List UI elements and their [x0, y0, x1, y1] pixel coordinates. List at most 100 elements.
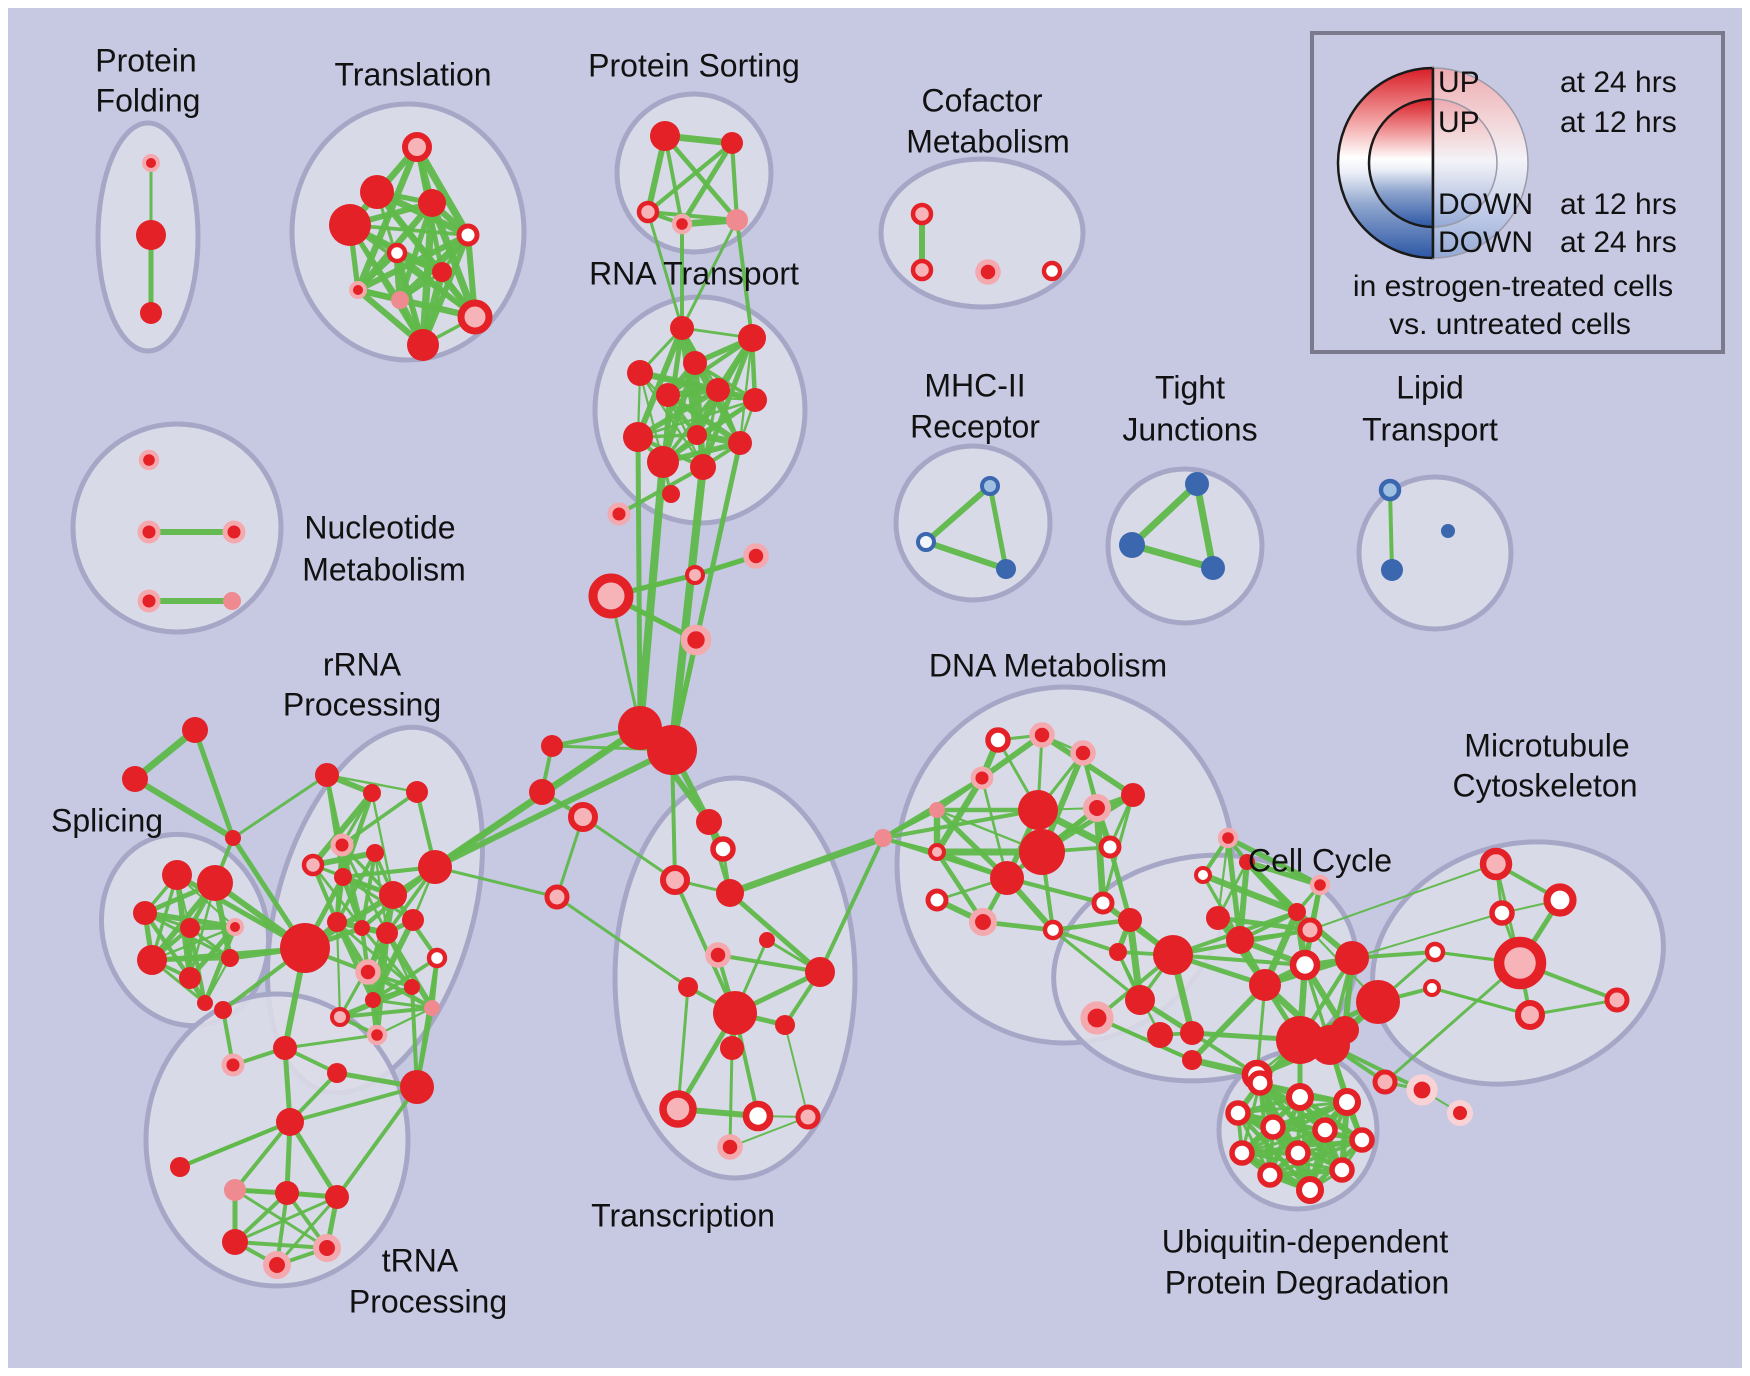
edge-rna-transport: [700, 335, 755, 470]
edge-mhc-ii-receptor: [923, 539, 1009, 572]
gene-node-rrna-processing: [355, 959, 381, 985]
legend-inner-circle-right: [1432, 98, 1498, 228]
gene-node-transcription: [710, 836, 736, 862]
gene-node-ubiquitin-degradation: [1295, 1175, 1325, 1205]
gene-node-lipid-transport: [1441, 524, 1455, 538]
edge-connector: [283, 1033, 379, 1050]
gene-node-tight-junctions: [1201, 556, 1225, 580]
gene-node-dna-metabolism: [1147, 1022, 1173, 1048]
gene-node-trna-processing: [325, 1185, 349, 1209]
gene-node-cell-cycle: [1217, 827, 1239, 849]
edge-transcription: [729, 1116, 809, 1148]
gene-node-trna-processing: [224, 1179, 246, 1201]
gene-node-rna-transport: [687, 425, 707, 445]
gene-node-translation: [349, 281, 367, 299]
gene-node-mhc-ii-receptor: [980, 476, 1000, 496]
gene-node-rrna-processing: [404, 979, 420, 995]
edge-protein-sorting: [662, 133, 740, 223]
gene-node-central-hub: [743, 543, 769, 569]
cluster-label-lipid-transport: Transport: [1362, 411, 1498, 447]
gene-node-cell-cycle: [1310, 1025, 1350, 1065]
edge-trna-processing: [287, 1119, 340, 1200]
gene-node-dna-metabolism: [1118, 908, 1142, 932]
gene-node-transcription: [775, 1015, 795, 1035]
edge-splicing: [187, 924, 238, 981]
gene-node-splicing: [221, 949, 239, 967]
gene-node-nucleotide-metabolism: [138, 449, 160, 471]
edge-connector: [1171, 953, 1307, 967]
gene-node-rna-transport: [627, 360, 653, 386]
gene-node-splicing: [197, 995, 213, 1011]
gene-node-transcription: [805, 957, 835, 987]
legend-footnote-line2: vs. untreated cells: [1389, 308, 1631, 341]
gene-node-trna-processing: [221, 1053, 245, 1077]
gene-node-cell-cycle: [1194, 866, 1212, 884]
edge-connector: [818, 836, 885, 974]
edge-tight-junctions: [1128, 541, 1217, 572]
gene-node-dna-metabolism: [1125, 985, 1155, 1015]
gene-node-trna-processing: [262, 1250, 292, 1280]
gene-node-rrna-processing: [379, 881, 407, 909]
edge-connector: [178, 1120, 292, 1169]
gene-node-transcription: [759, 932, 775, 948]
gene-node-dna-metabolism: [1180, 1021, 1204, 1045]
gene-node-transcription: [659, 1090, 697, 1128]
gene-node-splicing: [162, 860, 192, 890]
edge-dna-metabolism: [1051, 928, 1142, 1002]
edge-cell-cycle: [1199, 871, 1301, 916]
gene-node-ubiquitin-degradation: [1332, 1087, 1362, 1117]
edge-transcription: [727, 890, 823, 975]
gene-node-rna-transport: [728, 431, 752, 455]
edge-rna-transport: [635, 325, 685, 440]
gene-node-rna-transport: [670, 316, 694, 340]
gene-node-rrna-processing: [402, 909, 424, 931]
cluster-label-tight-junctions: Tight: [1155, 369, 1225, 405]
gene-node-trna-processing: [170, 1157, 190, 1177]
gene-node-dna-metabolism: [874, 829, 892, 847]
edge-lipid-transport: [1388, 488, 1394, 572]
legend-inner-circle-left: [1367, 97, 1435, 229]
edge-microtubule-cytoskeleton: [1383, 961, 1522, 1084]
cluster-label-cofactor-metabolism: Metabolism: [906, 123, 1070, 159]
gene-node-dna-metabolism: [1042, 919, 1064, 941]
cluster-label-dna-metabolism: DNA Metabolism: [929, 647, 1167, 683]
gene-node-rrna-processing: [365, 992, 381, 1008]
gene-node-rrna-processing: [315, 763, 339, 787]
legend-time-label: at 12 hrs: [1560, 106, 1677, 139]
gene-node-tight-junctions: [1185, 472, 1209, 496]
gene-node-translation: [360, 175, 394, 209]
edge-connector: [646, 210, 684, 330]
edge-connector: [1351, 912, 1503, 959]
edge-rrna-processing: [375, 1006, 434, 1037]
legend-direction-label: DOWN: [1438, 188, 1533, 221]
legend-direction-label: UP: [1438, 66, 1480, 99]
edge-transcription: [784, 1024, 809, 1118]
gene-node-transcription: [720, 1036, 744, 1060]
gene-node-transcription: [696, 809, 722, 835]
edge-tight-junctions: [1128, 480, 1201, 549]
cluster-label-cofactor-metabolism: Cofactor: [922, 82, 1043, 118]
gene-node-rna-transport: [623, 422, 653, 452]
gene-node-rrna-processing: [354, 920, 370, 936]
edge-connector: [726, 834, 887, 897]
gene-node-microtubule-cytoskeleton: [1479, 847, 1513, 881]
gene-node-lipid-transport: [1378, 478, 1402, 502]
gene-node-rrna-processing: [330, 1007, 350, 1027]
edge-rrna-processing: [374, 930, 390, 1038]
gene-node-rna-transport: [647, 446, 679, 478]
edge-connector: [735, 218, 754, 340]
edge-connector: [231, 773, 329, 840]
gene-node-central-hub: [541, 735, 563, 757]
legend-direction-label: DOWN: [1438, 226, 1533, 259]
gene-node-central-hub: [280, 923, 330, 973]
gene-node-microtubule-cytoskeleton: [1515, 1000, 1545, 1030]
edge-trna-processing: [233, 1195, 339, 1244]
edge-connector: [609, 594, 642, 730]
cluster-ellipse-cofactor-metabolism: [878, 156, 1086, 310]
gene-node-dna-metabolism: [1121, 783, 1145, 807]
gene-node-trna-processing: [400, 1070, 434, 1104]
gene-node-central-hub: [122, 766, 148, 792]
gene-node-translation: [391, 291, 409, 309]
edge-central-hub: [192, 727, 236, 841]
